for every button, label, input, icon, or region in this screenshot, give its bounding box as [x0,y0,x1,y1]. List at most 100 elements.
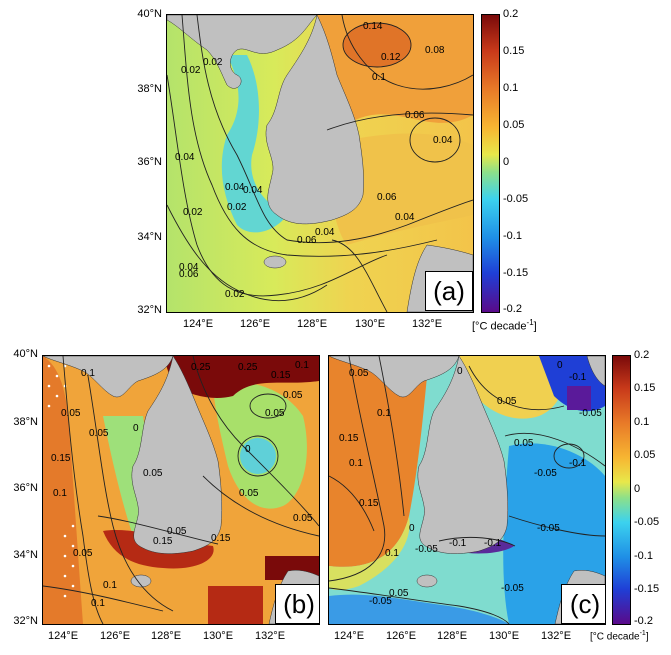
contour-label: -0.05 [415,544,438,555]
contour-label: 0.1 [295,360,309,371]
contour-label: 0.1 [377,408,391,419]
contour-lines [329,356,605,624]
contour-label: 0.15 [271,370,291,381]
contour-label: 0.1 [349,458,363,469]
y-tick-label: 38°N [137,83,162,95]
contour-labels: 0.02 0.02 0.04 0.02 0.04 0.02 0.04 0.06 … [175,21,453,300]
contour-label: 0.1 [385,548,399,559]
colorbar-tick: 0.05 [634,449,656,461]
map-panel-a: 0.02 0.02 0.04 0.02 0.04 0.02 0.04 0.06 … [166,14,474,313]
hot-north-region [163,356,319,398]
colorbar-tick: 0.1 [503,82,519,94]
x-tick-label: 128°E [436,630,468,642]
contour-labels: 0.05 0.15 0.1 0.15 0.1 0.05 0 0.05 0 -0.… [339,360,602,607]
contour-label: -0.1 [449,538,467,549]
colorbar-tick: 0.15 [634,382,656,394]
contour-label: 0 [245,444,251,455]
contour-label: 0.15 [339,433,359,444]
contour-label: 0.1 [81,368,95,379]
unit-text: [°C decade [590,631,640,643]
contour-label: 0.06 [179,269,199,280]
contour-label: 0.04 [315,227,335,238]
y-tick-label: 34°N [137,231,162,243]
x-tick-label: 128°E [296,318,328,330]
unit-exponent: -1 [639,630,646,637]
map-panel-c: 0.05 0.15 0.1 0.15 0.1 0.05 0 0.05 0 -0.… [328,355,606,625]
unit-exponent: -1 [526,318,534,327]
contour-label: 0.05 [497,396,517,407]
contour-label: 0.05 [293,513,313,524]
colorbar-tick: -0.15 [503,267,529,279]
colorbar-unit-top: [°C decade-1] [472,318,537,333]
x-tick-label: 130°E [354,318,386,330]
contour-label: 0.05 [283,390,303,401]
contour-label: 0.05 [239,488,259,499]
colorbar-tick: 0 [503,156,510,168]
green-coastal-region [103,416,148,536]
y-tick-label: 40°N [137,8,162,20]
contour-label: 0.05 [349,368,369,379]
contour-label: 0.05 [167,526,187,537]
contour-label: -0.1 [484,538,502,549]
contour-label: 0.12 [381,52,401,63]
y-tick-label: 36°N [137,156,162,168]
contour-label: -0.05 [369,596,392,607]
panel-label: (c) [561,584,605,624]
contour-label: 0.05 [143,468,163,479]
contour-label: 0.02 [225,289,245,300]
unit-text: [°C decade [472,320,527,333]
y-tick-label: 38°N [13,416,38,428]
colorbar-tick: 0.2 [503,8,519,20]
warm-core [343,23,411,67]
contour-label: 0.06 [405,110,425,121]
contour-label: 0.06 [297,235,317,246]
colorbar-tick: -0.15 [634,583,660,595]
unit-close: ] [533,320,537,333]
colorbar-tick: -0.05 [634,516,660,528]
contour-label: 0 [557,360,563,371]
contour-label: 0.04 [175,152,195,163]
cold-patch [567,386,591,410]
significance-dots [47,364,75,598]
contour-label: -0.05 [501,583,524,594]
contour-label: 0.05 [73,548,93,559]
panel-label: (b) [275,584,319,624]
hot-patch [208,586,263,624]
colorbar-tick: -0.1 [634,550,653,562]
x-tick-label: 124°E [47,630,79,642]
map-panel-b: 0.1 0.05 0.15 0.1 0.05 0.1 0.15 0.05 0.1… [42,355,320,625]
contour-label: -0.1 [569,458,587,469]
unit-close: ] [645,631,649,643]
yellow-region [329,516,410,591]
y-tick-label: 32°N [13,615,38,627]
contour-label: 0.05 [389,588,409,599]
x-tick-label: 124°E [182,318,214,330]
contour-label: 0.1 [372,72,386,83]
colorbar-tick: -0.05 [503,193,529,205]
y-tick-label: 32°N [137,304,162,316]
contour-label: 0.15 [211,533,231,544]
contour-label: 0.02 [183,207,203,218]
x-tick-label: 130°E [202,630,234,642]
contour-labels: 0.1 0.05 0.15 0.1 0.05 0.1 0.15 0.05 0.1… [51,360,313,609]
warm-west-region [43,356,83,624]
y-tick-label: 34°N [13,549,38,561]
y-tick-label: 40°N [13,348,38,360]
contour-label: 0.15 [51,453,71,464]
cool-coastal-region [221,55,287,233]
colorbar-tick: -0.1 [503,230,522,242]
cool-south-region [329,594,509,624]
colorbar-tick: 0 [634,483,641,495]
colorbar-tick: 0.15 [503,45,525,57]
contour-label: -0.05 [579,408,602,419]
x-tick-label: 132°E [254,630,286,642]
x-tick-label: 126°E [99,630,131,642]
colorbar-tick: 0.1 [634,416,650,428]
contour-label: 0.04 [179,262,199,273]
contour-label: 0.02 [203,57,223,68]
warm-south-region [327,133,473,245]
contour-label: 0.1 [91,598,105,609]
x-tick-label: 128°E [150,630,182,642]
x-tick-label: 130°E [488,630,520,642]
colorbar-unit-bottom: [°C decade-1] [590,630,649,642]
